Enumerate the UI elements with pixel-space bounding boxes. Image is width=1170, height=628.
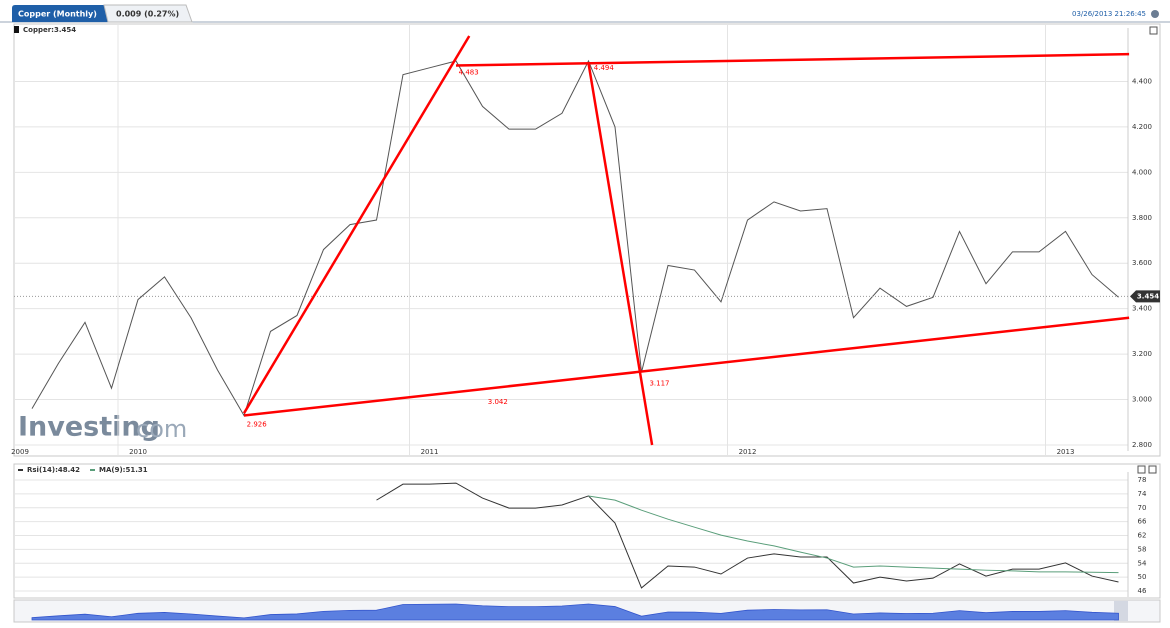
y-tick-label: 78	[1138, 476, 1147, 484]
navigator-area	[31, 603, 1119, 621]
settings-icon[interactable]	[1151, 10, 1159, 18]
y-tick-label: 3.800	[1132, 214, 1152, 222]
y-tick-label: 54	[1138, 559, 1147, 567]
legend-swatch	[14, 26, 19, 33]
y-tick-label: 4.000	[1132, 168, 1152, 176]
change: 0.009 (0.27%)	[116, 10, 179, 19]
x-tick-label: 2010	[129, 448, 147, 456]
line	[588, 495, 1119, 574]
y-tick-label: 3.600	[1132, 259, 1152, 267]
legend-label: MA(9):51.31	[99, 466, 148, 474]
y-tick-label: 2.800	[1132, 441, 1152, 449]
x-tick-label: 2013	[1057, 448, 1075, 456]
annotation: 4.494	[594, 64, 615, 72]
trendline	[587, 63, 654, 446]
y-tick-label: 4.200	[1132, 123, 1152, 131]
annotation: 3.117	[649, 380, 669, 388]
line	[31, 59, 1119, 417]
logo-suffix: com	[136, 415, 187, 443]
logo-brand: Investing	[18, 412, 160, 443]
line	[376, 482, 1119, 589]
y-tick-label: 62	[1138, 532, 1147, 540]
y-tick-label: 3.000	[1132, 396, 1152, 404]
legend: Copper:3.454	[23, 26, 76, 34]
y-tick-label: 4.400	[1132, 77, 1152, 85]
minimize[interactable]	[1149, 26, 1158, 35]
main-panel	[13, 23, 1161, 457]
y-tick-label: 50	[1138, 573, 1147, 581]
y-tick-label: 74	[1138, 490, 1147, 498]
y-tick-label: 58	[1138, 545, 1147, 553]
x-tick-label: 2011	[421, 448, 439, 456]
annotation: 4.483	[459, 68, 479, 76]
minimize[interactable]	[1137, 465, 1146, 474]
y-tick-label: 46	[1138, 587, 1147, 595]
change-tab	[103, 4, 193, 23]
annotation: 3.042	[488, 398, 508, 406]
last-price-box	[1130, 290, 1160, 303]
timestamp: 03/26/2013 21:26:45	[1072, 10, 1146, 18]
x-tick-label: 2009	[11, 448, 29, 456]
y-tick-label: 3.400	[1132, 305, 1152, 313]
trendline	[455, 52, 1130, 67]
tab[interactable]	[12, 5, 110, 22]
rsi-panel	[13, 463, 1161, 599]
x-tick-label: 2012	[739, 448, 757, 456]
close[interactable]	[1148, 465, 1157, 474]
tab-title: Copper (Monthly)	[18, 10, 97, 19]
y-tick-label: 3.200	[1132, 350, 1152, 358]
legend-label: Rsi(14):48.42	[27, 466, 80, 474]
y-tick-label: 66	[1138, 518, 1147, 526]
trendline	[242, 35, 471, 414]
trendline	[243, 316, 1130, 417]
y-tick-label: 70	[1138, 504, 1147, 512]
last-price-label: 3.454	[1137, 292, 1159, 300]
annotation: 2.926	[247, 421, 268, 429]
